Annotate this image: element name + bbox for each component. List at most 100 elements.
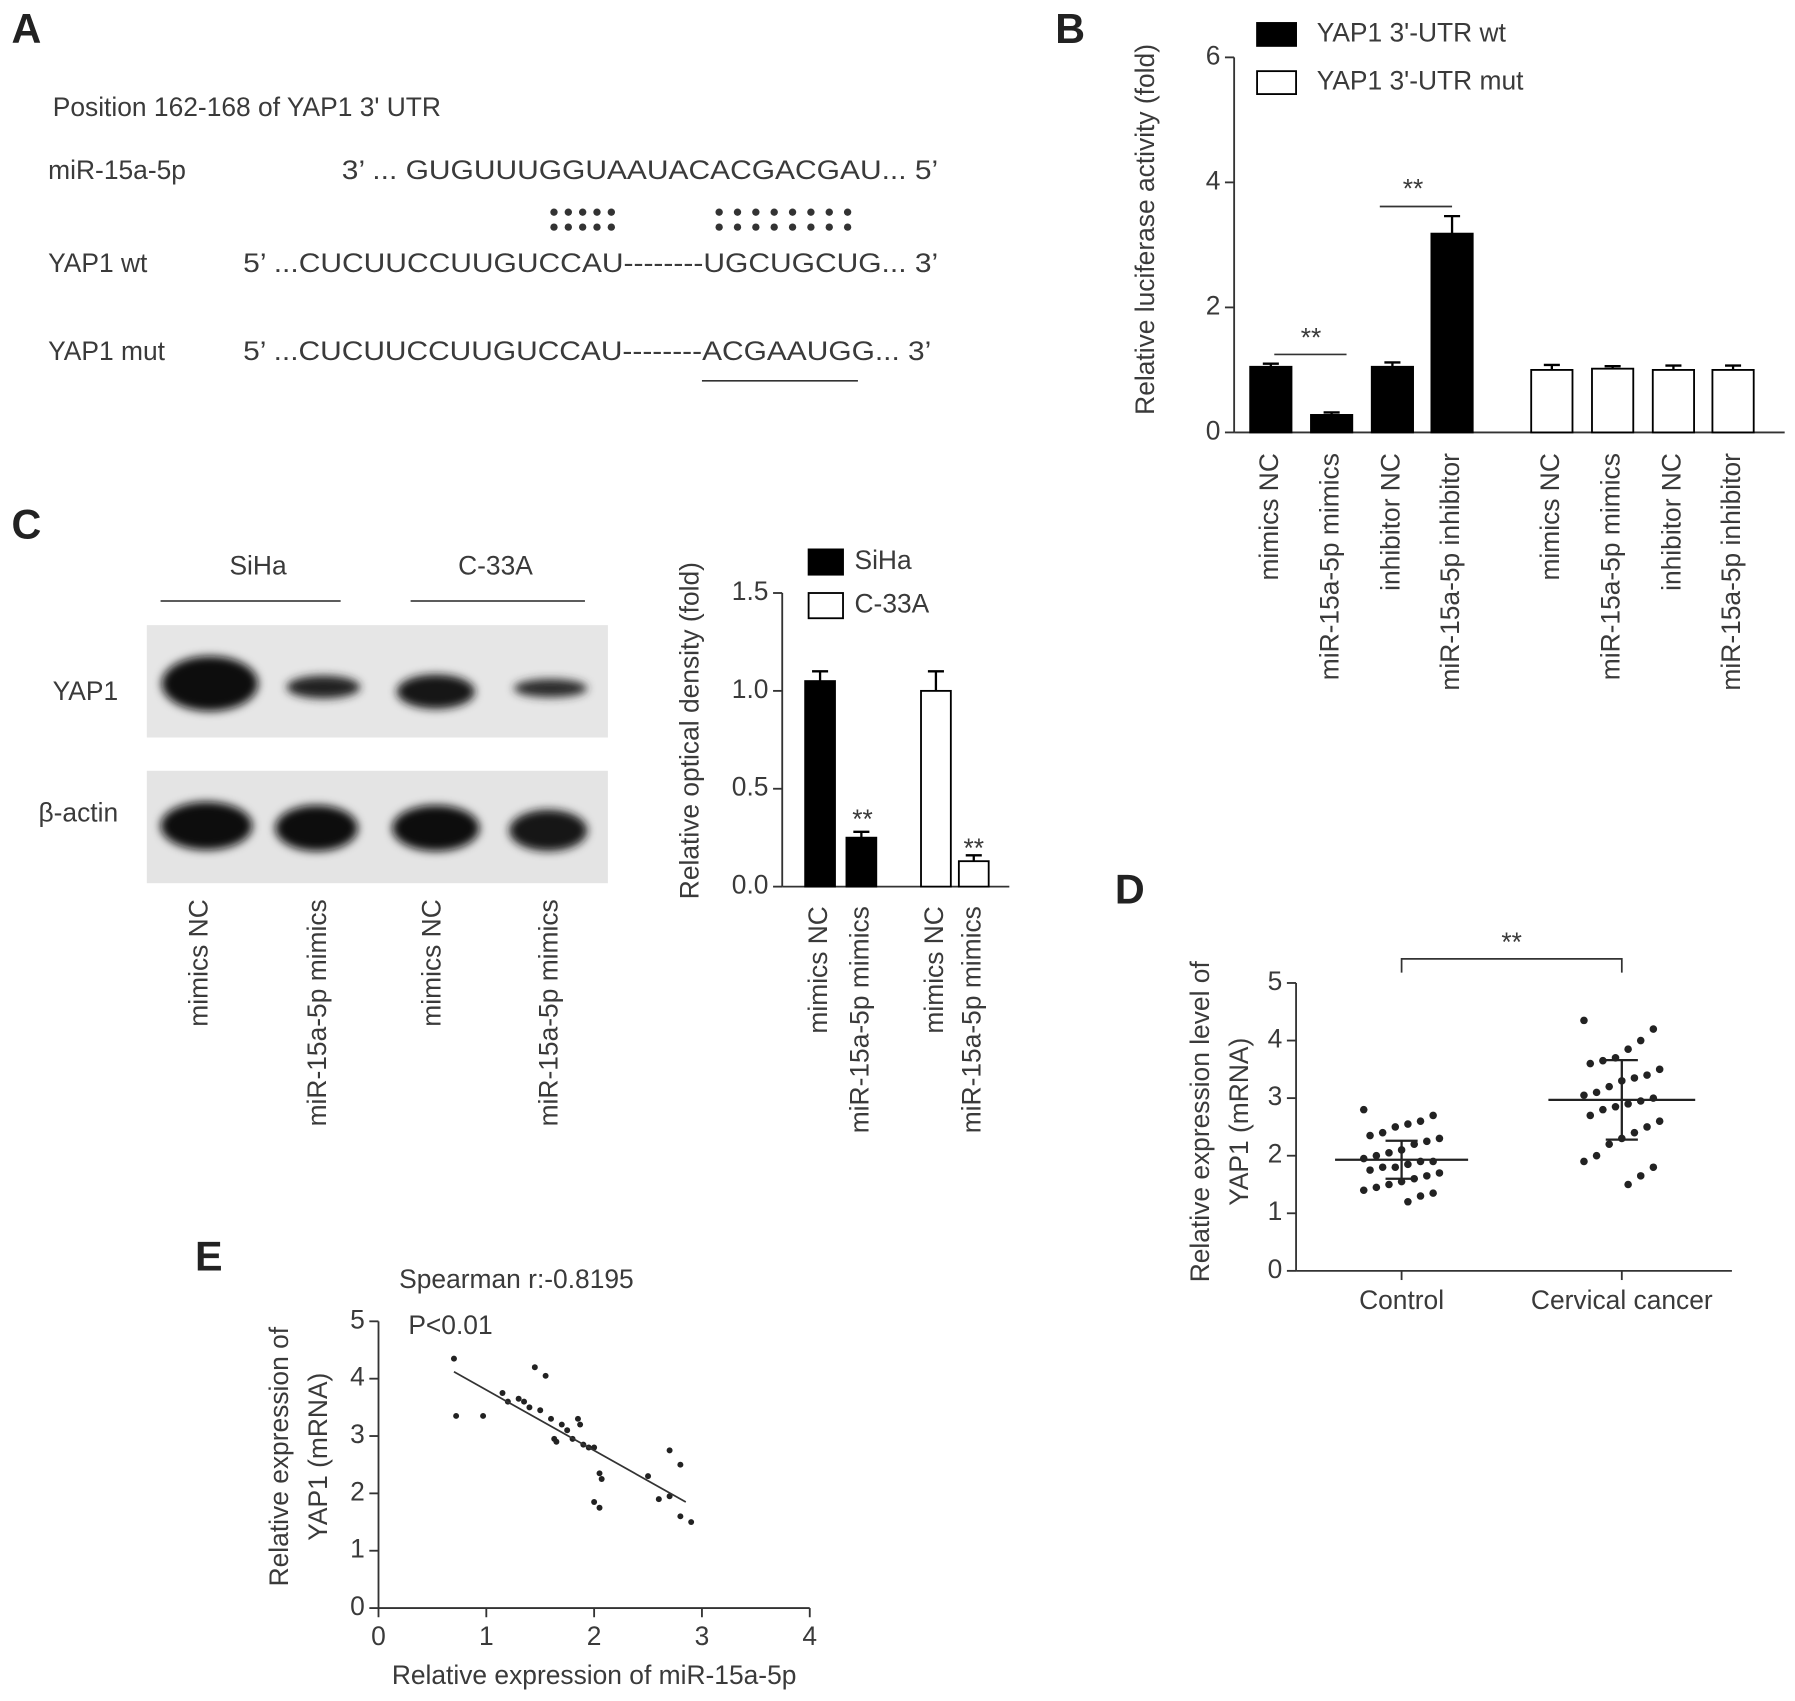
y-tick-label: 0.0 <box>732 870 769 900</box>
y-tick-label: 4 <box>1268 1024 1283 1054</box>
dot <box>843 223 852 231</box>
point <box>499 1390 506 1396</box>
significance: ** <box>1403 173 1424 203</box>
dot <box>788 223 797 231</box>
blot-row-label: YAP1 <box>53 676 119 706</box>
point <box>1359 1186 1368 1195</box>
bar <box>1591 367 1635 434</box>
point <box>1378 1128 1387 1137</box>
y-tick-label: 0 <box>1268 1254 1283 1284</box>
point <box>1580 1091 1588 1100</box>
point <box>1624 1045 1632 1053</box>
x-tick-label: mimics NC <box>1535 453 1565 580</box>
lane-label: mimics NC <box>417 899 447 1026</box>
x-tick-label: miR-15a-5p inhibitor <box>1435 453 1465 691</box>
y-tick-label: 3 <box>350 1419 365 1449</box>
dot <box>564 208 572 216</box>
dot <box>770 223 778 231</box>
x-tick-label: inhibitor NC <box>1656 453 1686 591</box>
significance: ** <box>964 833 985 863</box>
dot <box>752 208 760 216</box>
point <box>677 1461 684 1468</box>
point <box>1643 1071 1651 1079</box>
pairing-dots <box>550 208 852 231</box>
bar <box>1711 369 1755 434</box>
y-tick-label: 2 <box>350 1476 365 1506</box>
sequence: 3’ ... GUGUUUGGUAAUACACGACGAU... 5’ <box>342 155 938 185</box>
legend-label: SiHa <box>854 545 911 575</box>
bar <box>1530 369 1574 434</box>
point <box>564 1427 571 1434</box>
point <box>480 1412 487 1419</box>
y-tick-label: 4 <box>1206 165 1221 195</box>
bar <box>1370 365 1414 434</box>
dot <box>715 208 723 216</box>
point <box>598 1476 605 1483</box>
dot <box>593 208 601 216</box>
x-tick-label: Control <box>1359 1285 1444 1315</box>
legend-label: C-33A <box>854 589 929 619</box>
significance: ** <box>1501 927 1522 957</box>
x-tick-label: Cervical cancer <box>1531 1285 1713 1315</box>
blot-row-label: β-actin <box>38 797 118 827</box>
point <box>591 1498 598 1505</box>
point <box>1416 1192 1425 1200</box>
dot <box>578 223 587 231</box>
point <box>574 1415 581 1422</box>
significance: ** <box>852 804 873 834</box>
x-tick-label: mimics NC <box>1254 453 1284 580</box>
point <box>1404 1160 1412 1169</box>
x-axis-label: Relative expression of miR-15a-5p <box>392 1660 797 1690</box>
dot <box>593 223 601 231</box>
point <box>531 1364 538 1371</box>
bar <box>1249 365 1293 434</box>
dot <box>607 223 616 231</box>
point <box>1636 1036 1645 1045</box>
dot <box>607 208 616 216</box>
point <box>453 1412 460 1419</box>
point <box>1580 1016 1588 1025</box>
bar <box>1651 369 1695 434</box>
point <box>1649 1163 1658 1172</box>
x-tick-label: mimics NC <box>919 906 949 1033</box>
dot <box>807 208 815 216</box>
bar <box>1430 232 1474 434</box>
point <box>1636 1172 1645 1180</box>
point <box>1655 1065 1664 1074</box>
point <box>1630 1128 1639 1137</box>
point <box>1630 1074 1639 1082</box>
legend-swatch <box>1256 70 1297 95</box>
lane-label: miR-15a-5p mimics <box>534 899 564 1126</box>
point <box>596 1470 603 1477</box>
sequence-label: miR-15a-5p <box>48 155 186 185</box>
point <box>1435 1134 1444 1143</box>
point <box>1391 1163 1400 1172</box>
point <box>1624 1180 1632 1189</box>
point <box>1423 1137 1431 1146</box>
dot <box>578 208 587 216</box>
y-tick-label: 4 <box>350 1362 365 1392</box>
dot <box>807 223 815 231</box>
y-axis-label: Relative expression of <box>264 1326 294 1586</box>
point <box>1592 1088 1601 1097</box>
point <box>1636 1097 1645 1105</box>
significance: ** <box>1301 322 1322 352</box>
point <box>537 1407 544 1414</box>
group-label: C-33A <box>458 551 533 581</box>
y-axis-label: YAP1 (mRNA) <box>303 1373 333 1541</box>
legend-label: YAP1 3'-UTR mut <box>1317 66 1524 96</box>
y-tick-label: 0.5 <box>732 772 769 802</box>
x-tick-label: 4 <box>802 1621 817 1651</box>
dot <box>733 223 742 231</box>
x-tick-label: 3 <box>695 1621 710 1651</box>
legend-swatch <box>807 548 844 576</box>
group-label: SiHa <box>229 551 286 581</box>
point <box>1611 1102 1620 1111</box>
point <box>1435 1169 1444 1177</box>
lane-label: mimics NC <box>184 899 214 1026</box>
point <box>1605 1140 1613 1148</box>
sequence-title: Position 162-168 of YAP1 3' UTR <box>53 92 441 122</box>
sequence-label: YAP1 mut <box>48 336 165 366</box>
point <box>1649 1025 1658 1033</box>
